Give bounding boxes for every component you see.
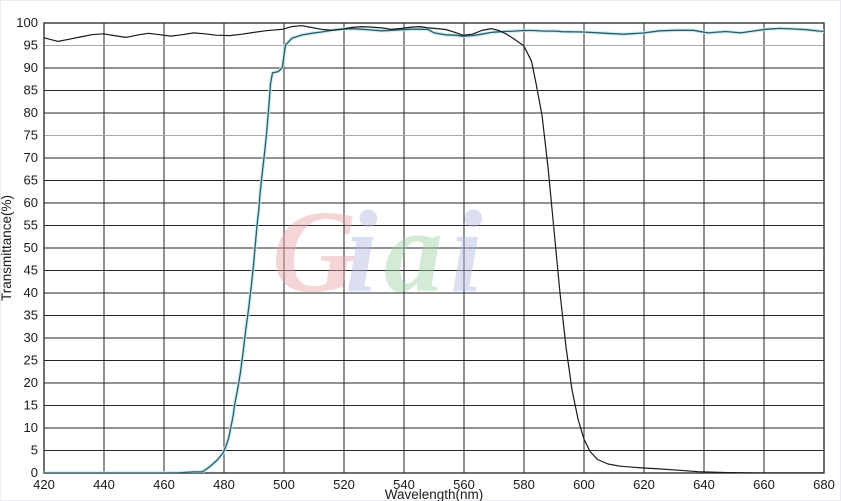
svg-text:15: 15: [24, 398, 38, 413]
svg-text:80: 80: [24, 105, 38, 120]
svg-text:520: 520: [333, 477, 355, 492]
svg-text:Transmittance(%): Transmittance(%): [0, 195, 14, 301]
svg-text:100: 100: [16, 15, 38, 30]
svg-text:55: 55: [24, 218, 38, 233]
svg-text:5: 5: [31, 443, 38, 458]
svg-text:50: 50: [24, 240, 38, 255]
svg-text:Wavelength(nm): Wavelength(nm): [385, 487, 484, 501]
svg-text:30: 30: [24, 330, 38, 345]
svg-text:95: 95: [24, 38, 38, 53]
svg-text:500: 500: [273, 477, 295, 492]
svg-text:i: i: [345, 186, 378, 317]
svg-text:75: 75: [24, 128, 38, 143]
svg-text:420: 420: [33, 477, 55, 492]
svg-text:35: 35: [24, 308, 38, 323]
svg-text:40: 40: [24, 285, 38, 300]
svg-text:480: 480: [213, 477, 235, 492]
svg-text:i: i: [450, 186, 483, 317]
svg-text:620: 620: [633, 477, 655, 492]
svg-text:10: 10: [24, 420, 38, 435]
svg-text:660: 660: [753, 477, 775, 492]
svg-text:70: 70: [24, 150, 38, 165]
svg-text:a: a: [384, 186, 443, 317]
svg-text:440: 440: [93, 477, 115, 492]
svg-text:600: 600: [573, 477, 595, 492]
svg-text:45: 45: [24, 263, 38, 278]
svg-text:460: 460: [153, 477, 175, 492]
svg-text:65: 65: [24, 173, 38, 188]
svg-text:90: 90: [24, 60, 38, 75]
svg-text:580: 580: [513, 477, 535, 492]
svg-text:25: 25: [24, 353, 38, 368]
svg-text:85: 85: [24, 83, 38, 98]
svg-text:60: 60: [24, 195, 38, 210]
svg-text:640: 640: [693, 477, 715, 492]
svg-text:20: 20: [24, 375, 38, 390]
svg-text:680: 680: [813, 477, 835, 492]
